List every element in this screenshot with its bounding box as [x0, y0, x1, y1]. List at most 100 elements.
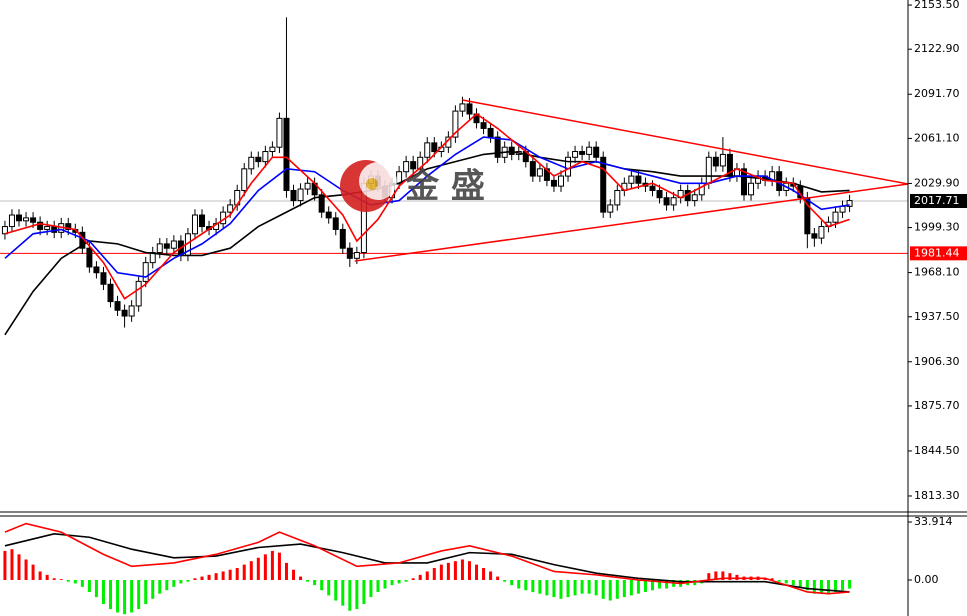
candle-body [248, 156, 255, 170]
macd-bar [763, 578, 767, 580]
macd-bar [834, 579, 838, 592]
candle-body [839, 205, 846, 213]
macd-bar [411, 578, 415, 580]
candle-body [65, 223, 72, 230]
macd-bar [418, 574, 422, 580]
candle-body [353, 252, 360, 259]
candle-body [269, 146, 276, 153]
candle-body [466, 103, 473, 115]
macd-bar [425, 571, 429, 580]
y-tick-label: 1875.70 [914, 399, 960, 412]
macd-bar [693, 579, 697, 586]
macd-bar [517, 579, 521, 589]
candle-body [740, 168, 747, 196]
macd-bar [151, 579, 155, 599]
candle-body [339, 228, 346, 249]
macd-bar [658, 579, 662, 589]
macd-bar [784, 579, 788, 584]
macd-bar [848, 579, 852, 589]
macd-bar [334, 579, 338, 601]
candle-body [719, 153, 726, 167]
candle-body [262, 151, 269, 163]
watermark: 金 盛 [340, 160, 485, 212]
macd-bar [467, 561, 471, 580]
macd-bar [770, 578, 774, 580]
macd-bar [390, 579, 394, 586]
macd-bar [355, 579, 359, 610]
candle-body [37, 221, 44, 230]
macd-bar [728, 573, 732, 580]
macd-bar [38, 571, 42, 580]
macd-bar [24, 559, 28, 580]
macd-bar [636, 579, 640, 594]
macd-bar [496, 576, 500, 580]
macd-bar [249, 561, 253, 580]
candle-body [276, 117, 283, 148]
macd-bar [116, 579, 120, 613]
macd-bar [735, 574, 739, 580]
macd-bar [3, 550, 7, 580]
candle-body [431, 142, 438, 153]
macd-bar [791, 579, 795, 586]
macd-bar [510, 579, 514, 586]
y-tick-label: 33.914 [914, 515, 953, 528]
macd-bar [235, 568, 239, 580]
candle-body [628, 175, 635, 184]
macd-bar [552, 579, 556, 598]
y-tick-label: 1844.50 [914, 444, 960, 457]
macd-bar [608, 579, 612, 601]
macd-bar [629, 579, 633, 596]
macd-bar [805, 579, 809, 591]
macd-bar [432, 568, 436, 580]
candle-body [543, 168, 550, 181]
macd-bar [503, 579, 507, 582]
candle-body [529, 161, 536, 177]
logo-cut [359, 162, 397, 200]
candle-body [691, 194, 698, 202]
macd-bar [242, 564, 246, 580]
macd-bar [453, 561, 457, 580]
candle-body [424, 142, 431, 158]
macd-bar [348, 579, 352, 611]
candle-body [494, 136, 501, 158]
trend-line [462, 99, 909, 185]
macd-bar [707, 573, 711, 580]
candle-body [121, 309, 128, 317]
candle-body [607, 204, 614, 213]
macd-bar [601, 579, 605, 599]
macd-bar [144, 579, 148, 604]
macd-bar [531, 579, 535, 592]
macd-bar [80, 579, 84, 587]
macd-bar [299, 576, 303, 580]
macd-bar [284, 562, 288, 580]
macd-bar [87, 579, 91, 592]
macd-bar [777, 579, 781, 582]
macd-bar [566, 579, 570, 598]
macd-bar [643, 579, 647, 592]
macd-bar [622, 579, 626, 598]
candle-body [163, 243, 170, 249]
macd-bar [263, 554, 267, 580]
macd-bar [10, 549, 14, 580]
y-tick-label: 1968.10 [914, 266, 960, 279]
candle-body [459, 103, 466, 112]
macd-bar [826, 579, 830, 594]
candle-body [93, 266, 100, 274]
y-tick-label: 2029.90 [914, 176, 960, 189]
macd-bar [207, 574, 211, 580]
macd-bar [665, 579, 669, 589]
macd-bar [573, 579, 577, 596]
candle-body [283, 117, 290, 191]
macd-bar [221, 571, 225, 580]
macd-bar [587, 579, 591, 594]
macd-bar [538, 579, 542, 594]
y-tick-label: 1937.50 [914, 310, 960, 323]
macd-bar [404, 579, 408, 582]
macd-bar [812, 579, 816, 594]
logo-dot [366, 178, 378, 190]
candle-body [255, 156, 262, 163]
candle-body [170, 240, 177, 249]
candle-body [748, 182, 755, 196]
macd-bar [101, 579, 105, 604]
macd-bar [327, 579, 331, 596]
